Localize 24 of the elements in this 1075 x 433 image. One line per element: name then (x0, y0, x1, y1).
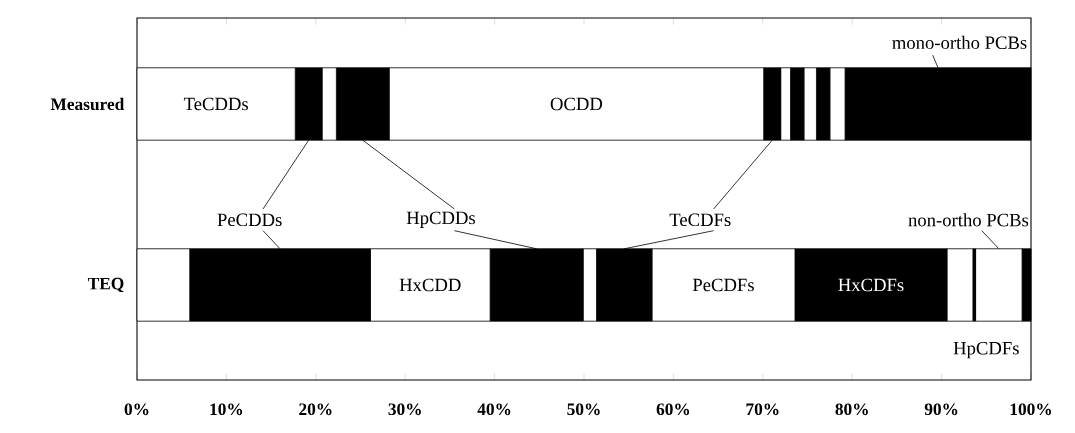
series-label: mono-ortho PCBs (892, 35, 1027, 50)
y-tick-label: TEQ (87, 277, 124, 293)
series-label: PeCDFs (692, 278, 754, 292)
x-tick-label: 60% (656, 403, 690, 416)
x-tick-label: 50% (567, 403, 600, 416)
x-tick-label: 100% (1010, 403, 1052, 416)
series-label: HxCDD (399, 278, 461, 292)
x-tick-label: 10% (210, 403, 243, 416)
series-label: TeCDFs (669, 213, 731, 227)
x-tick-label: 20% (299, 403, 332, 416)
x-tick-label: 90% (924, 403, 958, 416)
series-label: non-ortho PCBs (908, 213, 1029, 227)
x-tick-label: 0% (124, 403, 149, 416)
x-tick-label: 30% (388, 403, 421, 416)
x-tick-label: 70% (746, 403, 779, 416)
y-tick-label: Measured (50, 97, 125, 111)
x-tick-label: 40% (477, 403, 511, 416)
series-label: HpCDFs (953, 341, 1019, 359)
series-label: PeCDDs (217, 213, 282, 227)
x-tick-label: 80% (835, 403, 868, 416)
series-label: HxCDFs (838, 278, 904, 292)
series-label: HpCDDs (406, 211, 476, 228)
series-label: OCDD (550, 97, 603, 111)
series-label: TeCDDs (183, 97, 248, 111)
